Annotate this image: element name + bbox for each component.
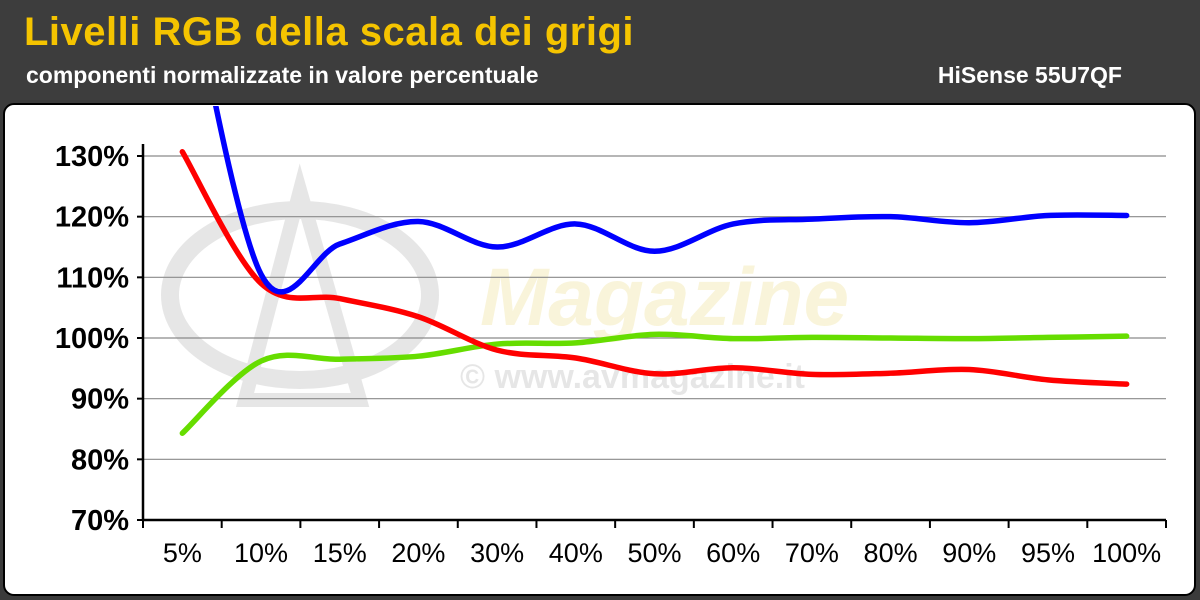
green-series-line xyxy=(179,331,1130,436)
tv-model-label: HiSense 55U7QF xyxy=(937,62,1122,88)
y-tick-label: 80% xyxy=(71,444,129,476)
blue-series-line xyxy=(212,106,1130,295)
y-tick-label: 120% xyxy=(55,202,129,234)
x-tick-label: 90% xyxy=(942,538,996,568)
x-tick-label: 20% xyxy=(391,538,445,568)
y-tick-label: 70% xyxy=(71,505,129,537)
x-tick-label: 30% xyxy=(470,538,524,568)
y-tick-label: 100% xyxy=(55,323,129,355)
axes xyxy=(137,144,1167,528)
line-chart: Magazine © www.avmagazine.it 70% 80% 90% 10… xyxy=(3,103,1196,596)
watermark: Magazine © www.avmagazine.it xyxy=(161,163,849,407)
x-axis-labels: 5% 10% 15% 20% 30% 40% 50% 60% 70% 80% 90% 95% 100% xyxy=(163,538,1161,568)
red-series-line xyxy=(179,149,1130,387)
y-tick-label: 110% xyxy=(56,262,129,294)
x-tick-label: 60% xyxy=(706,538,760,568)
chart-subtitle: componenti normalizzate in valore percen… xyxy=(26,62,539,88)
watermark-site: © www.avmagazine.it xyxy=(460,358,805,396)
x-tick-label: 15% xyxy=(313,538,367,568)
series-lines xyxy=(179,106,1130,436)
x-tick-label: 40% xyxy=(549,538,603,568)
x-tick-label: 10% xyxy=(234,538,288,568)
watermark-logo-ring xyxy=(161,201,439,389)
y-axis-labels: 70% 80% 90% 100% 110% 120% 130% xyxy=(55,141,129,537)
chart-header: Livelli RGB della scala dei grigi compon… xyxy=(0,0,1200,100)
x-tick-label: 50% xyxy=(627,538,681,568)
x-tick-label: 80% xyxy=(864,538,918,568)
x-tick-label: 5% xyxy=(163,538,202,568)
x-tick-label: 70% xyxy=(785,538,839,568)
x-tick-label: 100% xyxy=(1092,538,1161,568)
y-tick-label: 90% xyxy=(71,384,129,416)
chart-panel: Magazine © www.avmagazine.it 70% 80% 90% 10… xyxy=(0,100,1200,600)
x-tick-label: 95% xyxy=(1021,538,1075,568)
watermark-brand: Magazine xyxy=(480,252,849,343)
plot-background xyxy=(3,103,1196,596)
chart-title: Livelli RGB della scala dei grigi xyxy=(24,10,635,54)
y-tick-label: 130% xyxy=(55,141,129,173)
